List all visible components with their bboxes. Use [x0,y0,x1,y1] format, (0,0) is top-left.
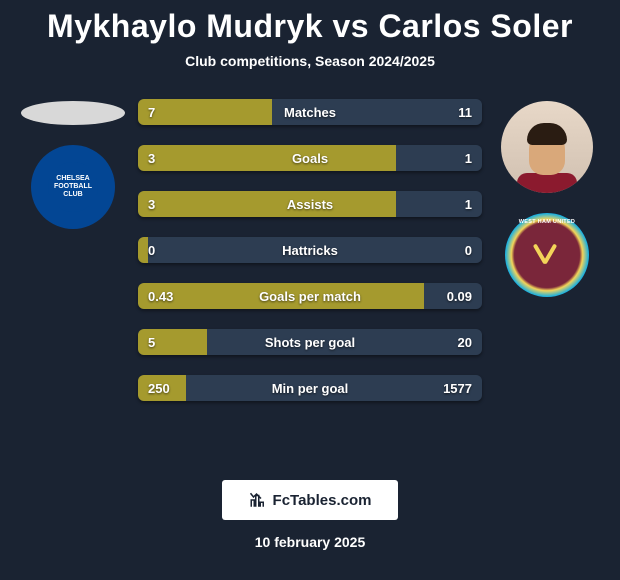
club-badge-left: CHELSEA FOOTBALL CLUB [31,145,115,229]
stat-row: 3Goals1 [138,145,482,171]
comparison-bars: 7Matches11 3Goals1 3Assists1 0Hattricks0 0.4… [138,99,482,401]
stat-value-right: 0 [465,237,472,263]
stat-value-right: 1 [465,191,472,217]
stat-label: Min per goal [138,375,482,401]
page-title: Mykhaylo Mudryk vs Carlos Soler [0,8,620,45]
player-right-avatar [501,101,593,193]
stat-label: Shots per goal [138,329,482,355]
stat-row: 250Min per goal1577 [138,375,482,401]
stat-value-right: 1 [465,145,472,171]
stat-value-right: 20 [458,329,472,355]
stat-label: Goals [138,145,482,171]
subtitle: Club competitions, Season 2024/2025 [0,53,620,69]
stat-row: 3Assists1 [138,191,482,217]
stat-label: Matches [138,99,482,125]
club-badge-right-text: WEST HAM UNITED [505,219,589,225]
stat-value-right: 0.09 [447,283,472,309]
stat-row: 0Hattricks0 [138,237,482,263]
player-left-column: CHELSEA FOOTBALL CLUB [8,99,138,401]
stat-row: 7Matches11 [138,99,482,125]
stat-label: Goals per match [138,283,482,309]
club-badge-left-text: CHELSEA FOOTBALL CLUB [48,162,98,212]
footer: FcTables.com 10 february 2025 [0,480,620,550]
stat-label: Assists [138,191,482,217]
chart-icon [249,491,267,509]
player-left-avatar [21,101,125,125]
branding-label: FcTables.com [273,492,372,509]
branding-badge[interactable]: FcTables.com [222,480,398,520]
stat-row: 0.43Goals per match0.09 [138,283,482,309]
club-badge-right: WEST HAM UNITED [505,213,589,297]
date-label: 10 february 2025 [255,534,366,550]
header: Mykhaylo Mudryk vs Carlos Soler Club com… [0,0,620,69]
stat-row: 5Shots per goal20 [138,329,482,355]
stat-label: Hattricks [138,237,482,263]
stat-value-right: 11 [458,99,472,125]
player-right-column: WEST HAM UNITED [482,99,612,401]
comparison-content: CHELSEA FOOTBALL CLUB 7Matches11 3Goals1 3… [0,99,620,401]
stat-value-right: 1577 [443,375,472,401]
